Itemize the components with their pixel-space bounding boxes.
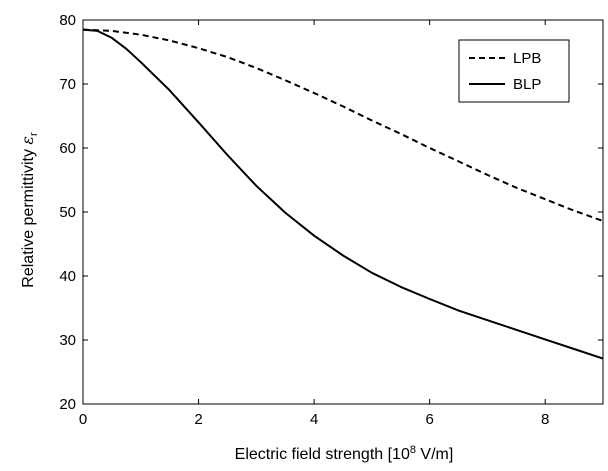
y-tick-label: 80 (59, 12, 76, 29)
series-line-blp (82, 28, 604, 360)
x-tick-label: 8 (541, 411, 549, 428)
y-tick-label: 20 (59, 396, 76, 413)
y-tick-label: 30 (59, 332, 76, 349)
legend-label-blp: BLP (513, 76, 541, 93)
x-tick-label: 0 (79, 411, 87, 428)
y-tick-label: 40 (59, 268, 76, 285)
y-axis-label: Relative permittivity εr (18, 132, 40, 288)
legend: LPB BLP (458, 39, 570, 103)
plot-area (82, 28, 604, 360)
ticks: 0 2 4 6 8 20 30 40 50 60 70 80 (59, 12, 603, 428)
y-tick-label: 70 (59, 76, 76, 93)
x-axis-label: Electric field strength [108 V/m] (235, 444, 454, 463)
y-tick-label: 60 (59, 140, 76, 157)
legend-box (458, 39, 570, 103)
x-tick-label: 4 (310, 411, 318, 428)
x-tick-label: 6 (425, 411, 433, 428)
x-tick-label: 2 (194, 411, 202, 428)
y-tick-label: 50 (59, 204, 76, 221)
legend-label-lpb: LPB (513, 50, 541, 67)
series-line-lpb (82, 28, 604, 222)
